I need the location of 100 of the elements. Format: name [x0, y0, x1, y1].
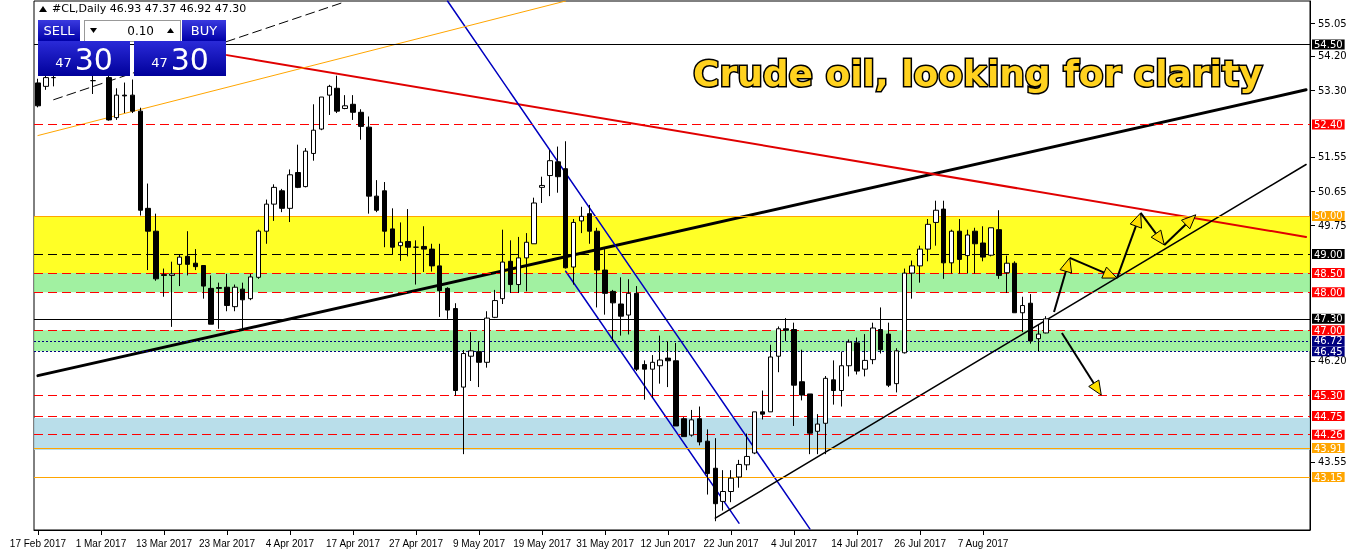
- candlestick: [358, 108, 364, 141]
- x-tick-label: 26 Jul 2017: [894, 537, 947, 549]
- candlestick: [681, 416, 687, 438]
- ref-line-label: 46.45: [1314, 345, 1343, 357]
- candlestick: [271, 183, 277, 222]
- candlestick: [350, 94, 356, 121]
- candlestick: [894, 347, 899, 393]
- candlestick: [1036, 323, 1041, 353]
- candlestick: [736, 459, 742, 489]
- x-tick-label: 12 Jun 2017: [640, 537, 697, 549]
- y-tick-label: 43.55: [1318, 456, 1347, 468]
- chart-subtitle: #CL,Daily 46.93 47.37 46.92 47.30: [52, 2, 247, 15]
- candlestick: [311, 103, 316, 162]
- candlestick: [224, 273, 230, 312]
- candlestick: [642, 359, 647, 401]
- candlestick: [468, 331, 474, 382]
- ref-line-label: 43.91: [1314, 442, 1343, 454]
- candlestick: [327, 84, 332, 116]
- y-tick-label: 55.05: [1318, 17, 1347, 29]
- candlestick: [547, 149, 553, 197]
- candlestick: [870, 322, 876, 365]
- x-tick-label: 14 Jul 2017: [831, 537, 884, 549]
- candlestick: [791, 322, 797, 427]
- ref-line-label: 52.40: [1314, 118, 1343, 130]
- annotation: 47: [55, 55, 72, 70]
- candlestick: [122, 82, 127, 114]
- candlestick: [854, 337, 860, 375]
- candlestick: [728, 469, 734, 503]
- candlestick: [846, 338, 852, 377]
- ref-line-label: 48.50: [1314, 267, 1343, 279]
- annotation: 47: [151, 55, 168, 70]
- candlestick: [705, 428, 710, 496]
- x-tick-label: 27 Apr 2017: [389, 537, 444, 549]
- x-tick-label: 1 Mar 2017: [75, 537, 127, 549]
- x-tick-label: 17 Apr 2017: [326, 537, 381, 549]
- y-tick-label: 53.30: [1318, 84, 1347, 96]
- x-tick-label: 4 Apr 2017: [265, 537, 315, 549]
- candlestick: [839, 351, 844, 408]
- candlestick: [768, 344, 773, 413]
- x-tick-label: 31 May 2017: [576, 537, 635, 549]
- candlestick: [752, 411, 757, 455]
- candlestick: [555, 146, 561, 194]
- ref-line-label: 44.26: [1314, 429, 1343, 441]
- candlestick: [138, 107, 143, 217]
- candlestick: [909, 260, 915, 300]
- candlestick: [815, 413, 820, 455]
- ref-line-label: 54.50: [1314, 38, 1343, 50]
- x-tick-label: 9 May 2017: [452, 537, 506, 549]
- candlestick: [689, 409, 694, 438]
- candlestick: [461, 349, 466, 455]
- ref-line-label: 47.00: [1314, 324, 1343, 336]
- candlestick: [744, 433, 750, 471]
- ref-line-label: 50.00: [1314, 210, 1343, 222]
- candlestick: [823, 375, 828, 455]
- annotation: 30: [74, 42, 113, 77]
- annotation: SELL: [38, 20, 80, 41]
- ref-line-label: 44.75: [1314, 410, 1343, 422]
- candlestick: [539, 176, 545, 204]
- candlestick: [1012, 260, 1017, 314]
- candlestick: [248, 273, 253, 301]
- candlestick: [587, 204, 592, 245]
- candlestick: [43, 73, 49, 91]
- annotation: BUY: [182, 20, 226, 41]
- candlestick: [650, 354, 655, 399]
- candlestick: [421, 225, 427, 273]
- candlestick: [303, 147, 308, 188]
- x-tick-label: 23 Mar 2017: [198, 537, 256, 549]
- candlestick: [334, 75, 340, 114]
- candlestick: [657, 335, 663, 385]
- candlestick: [264, 199, 269, 245]
- annotation: 30: [170, 42, 209, 77]
- x-tick-label: 4 Jul 2017: [771, 537, 818, 549]
- candlestick: [862, 333, 868, 377]
- ref-line-label: 43.15: [1314, 471, 1343, 483]
- y-tick-label: 51.55: [1318, 151, 1347, 163]
- x-tick-label: 7 Aug 2017: [957, 537, 1009, 549]
- ref-line-label: 48.00: [1314, 286, 1343, 298]
- x-tick-label: 13 Mar 2017: [135, 537, 193, 549]
- candlestick: [579, 206, 584, 234]
- candlestick: [130, 79, 135, 114]
- candlestick: [366, 115, 372, 215]
- ref-line-label: 45.30: [1314, 389, 1343, 401]
- x-tick-label: 17 Feb 2017: [9, 537, 67, 549]
- y-tick-label: 54.20: [1318, 50, 1347, 62]
- ref-line-label: 47.30: [1314, 313, 1343, 325]
- candlestick: [201, 264, 206, 300]
- y-tick-label: 49.75: [1318, 219, 1347, 231]
- y-tick-label: 46.20: [1318, 355, 1347, 367]
- candlestick: [697, 406, 702, 446]
- candlestick: [665, 340, 671, 388]
- candlestick: [287, 168, 293, 223]
- x-tick-label: 19 May 2017: [513, 537, 572, 549]
- candlestick: [342, 94, 348, 110]
- candlestick: [232, 284, 238, 312]
- candlestick: [382, 181, 387, 248]
- candlestick: [886, 322, 891, 388]
- candlestick: [831, 359, 836, 406]
- candlestick: [807, 393, 813, 455]
- x-tick-label: 22 Jun 2017: [703, 537, 760, 549]
- text: Crude oil, looking for clarity: [693, 52, 1263, 94]
